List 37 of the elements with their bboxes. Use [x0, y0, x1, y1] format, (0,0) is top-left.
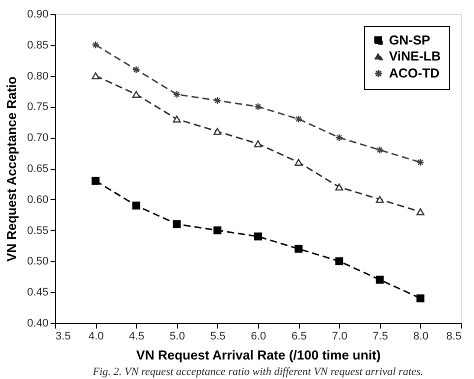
x-tick-label: 6.5 [291, 330, 307, 342]
caption: Fig. 2. VN request acceptance ratio with different VN request arrival rates. [92, 366, 424, 378]
x-tick-label: 4.5 [129, 330, 144, 342]
y-tick-label: 0.85 [27, 39, 48, 52]
x-tick-label: 7.5 [372, 330, 388, 342]
y-tick-label: 0.60 [27, 194, 48, 206]
point [254, 102, 262, 111]
x-axis-title: VN Request Arrival Rate (/100 time unit) [136, 348, 381, 362]
y-tick-label: 0.90 [27, 8, 48, 20]
point [132, 66, 140, 74]
point [294, 115, 303, 124]
x-tick-label: 8.5 [446, 330, 462, 342]
point [172, 90, 181, 98]
y-tick-label: 0.70 [27, 132, 48, 144]
x-tick-label: 8.0 [413, 330, 429, 342]
point [416, 158, 424, 166]
y-tick-label: 0.65 [27, 163, 48, 175]
legend-label: ACO-TD [389, 66, 440, 80]
y-axis-title: VN Request Acceptance Ratio [4, 76, 20, 262]
y-tick-label: 0.50 [27, 256, 48, 268]
point [92, 40, 100, 49]
x-tick-label: 5.5 [210, 330, 226, 342]
y-tick-label: 0.55 [27, 224, 48, 237]
point [335, 134, 344, 142]
legend-label: ViNE-LB [389, 48, 441, 64]
point [213, 96, 222, 104]
y-tick-label: 0.80 [27, 70, 48, 82]
y-tick-label: 0.40 [27, 318, 48, 330]
y-tick-label: 0.45 [27, 286, 48, 299]
x-tick-label: 3.5 [56, 330, 71, 342]
x-tick-label: 4.0 [88, 330, 104, 342]
point [376, 146, 384, 154]
x-tick-label: 6.0 [250, 330, 266, 342]
legend-label: GN-SP [389, 32, 430, 48]
x-tick-label: 7.0 [332, 330, 348, 342]
x-tick-label: 5.0 [170, 330, 185, 342]
y-tick-label: 0.75 [27, 101, 48, 114]
